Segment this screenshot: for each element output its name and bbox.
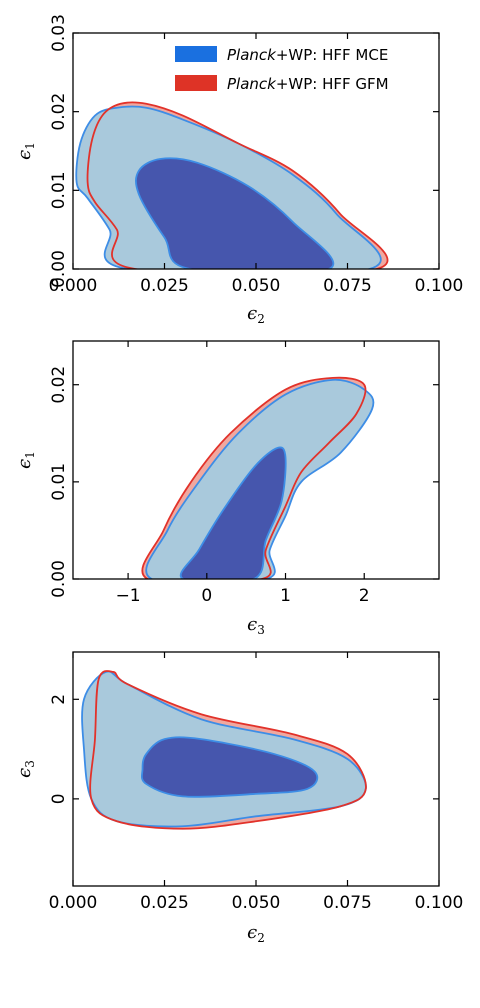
legend: Planck+WP: HFF MCE Planck+WP: HFF GFM: [175, 46, 389, 93]
panel-3-xtick-label: 0.100: [415, 893, 464, 913]
panel-3-ytick-label: 0: [49, 793, 69, 804]
panel-1-ytick-label: 0.01: [49, 171, 69, 209]
panel-2-yaxis: 0.00 0.01 0.02: [49, 366, 439, 598]
panel-1-xtick-label: 0.050: [232, 276, 281, 296]
legend-label-mce: Planck+WP: HFF MCE: [227, 46, 388, 64]
panel-2-xtick-label: 2: [359, 586, 370, 606]
panel-1-xtick-label: 0.100: [415, 276, 464, 296]
panel-2-ylabel: ϵ1: [14, 451, 37, 469]
panel-2-ytick-label: 0.02: [49, 366, 69, 404]
legend-swatch-gfm: [175, 75, 217, 91]
panel-1-gfm-outer-edge: [86, 101, 389, 269]
panel-2-xaxis: −1 0 1 2: [116, 341, 370, 606]
panel-3-xtick-label: 0.075: [323, 893, 372, 913]
legend-label-gfm: Planck+WP: HFF GFM: [227, 75, 389, 93]
panel-1-ytick-label: 0.03: [49, 14, 69, 52]
panel-3-mce-inner-region: [140, 736, 319, 798]
panel-2-xtick-label: −1: [116, 586, 141, 606]
panel-3-xtick-label: 0.050: [232, 893, 281, 913]
panel-1-ylabel: ϵ1: [14, 142, 37, 160]
panel-2-ytick-label: 0.00: [49, 560, 69, 598]
panel-3-yaxis: 02: [49, 694, 439, 804]
panel-3-xtick-label: 0.025: [140, 893, 189, 913]
panel-1-yaxis: 0.00 0.01 0.02 0.03: [49, 14, 439, 288]
panel-3-ytick-label: 2: [49, 694, 69, 705]
panel-2-ytick-label: 0.01: [49, 463, 69, 501]
panel-1-xtick-label: 0.025: [140, 276, 189, 296]
panel-2-xtick-label: 0: [201, 586, 212, 606]
panel-1-xtick-label: 0.000: [49, 276, 98, 296]
panel-3-gfm-outer-edge: [89, 670, 367, 830]
panel-1-mce-inner-region: [135, 157, 335, 269]
panel-1-xaxis: 0.000 0.025 0.050 0.075 0.100: [49, 33, 464, 296]
panel-3: 0.000 0.025 0.050 0.075 0.100 02 ϵ2 ϵ3: [14, 651, 464, 945]
panel-1: 0.000 0.025 0.050 0.075 0.100 0.000.010.020.…: [14, 14, 463, 326]
panel-2-xtick-label: 1: [280, 586, 291, 606]
panel-2-gfm-outer-edge: [141, 376, 367, 579]
legend-swatch-mce: [175, 46, 217, 62]
panel-1-ytick-label: 0.00: [49, 250, 69, 288]
panel-3-xtick-label: 0.000: [49, 893, 98, 913]
panel-1-ytick-label: 0.02: [49, 93, 69, 131]
panel-3-xaxis: 0.000 0.025 0.050 0.075 0.100: [49, 652, 464, 913]
panel-2-xlabel: ϵ3: [247, 614, 265, 637]
panel-2-mce-inner-region: [179, 446, 287, 579]
panel-2: −1 0 1 2 0.00 0.01 0.02 ϵ3 ϵ1: [14, 340, 440, 637]
panel-1-xtick-label: 0.075: [323, 276, 372, 296]
panel-3-ylabel: ϵ3: [14, 760, 37, 778]
panel-2-frame: [72, 340, 440, 580]
panel-3-xlabel: ϵ2: [247, 922, 265, 945]
panel-1-xlabel: ϵ2: [247, 303, 265, 326]
